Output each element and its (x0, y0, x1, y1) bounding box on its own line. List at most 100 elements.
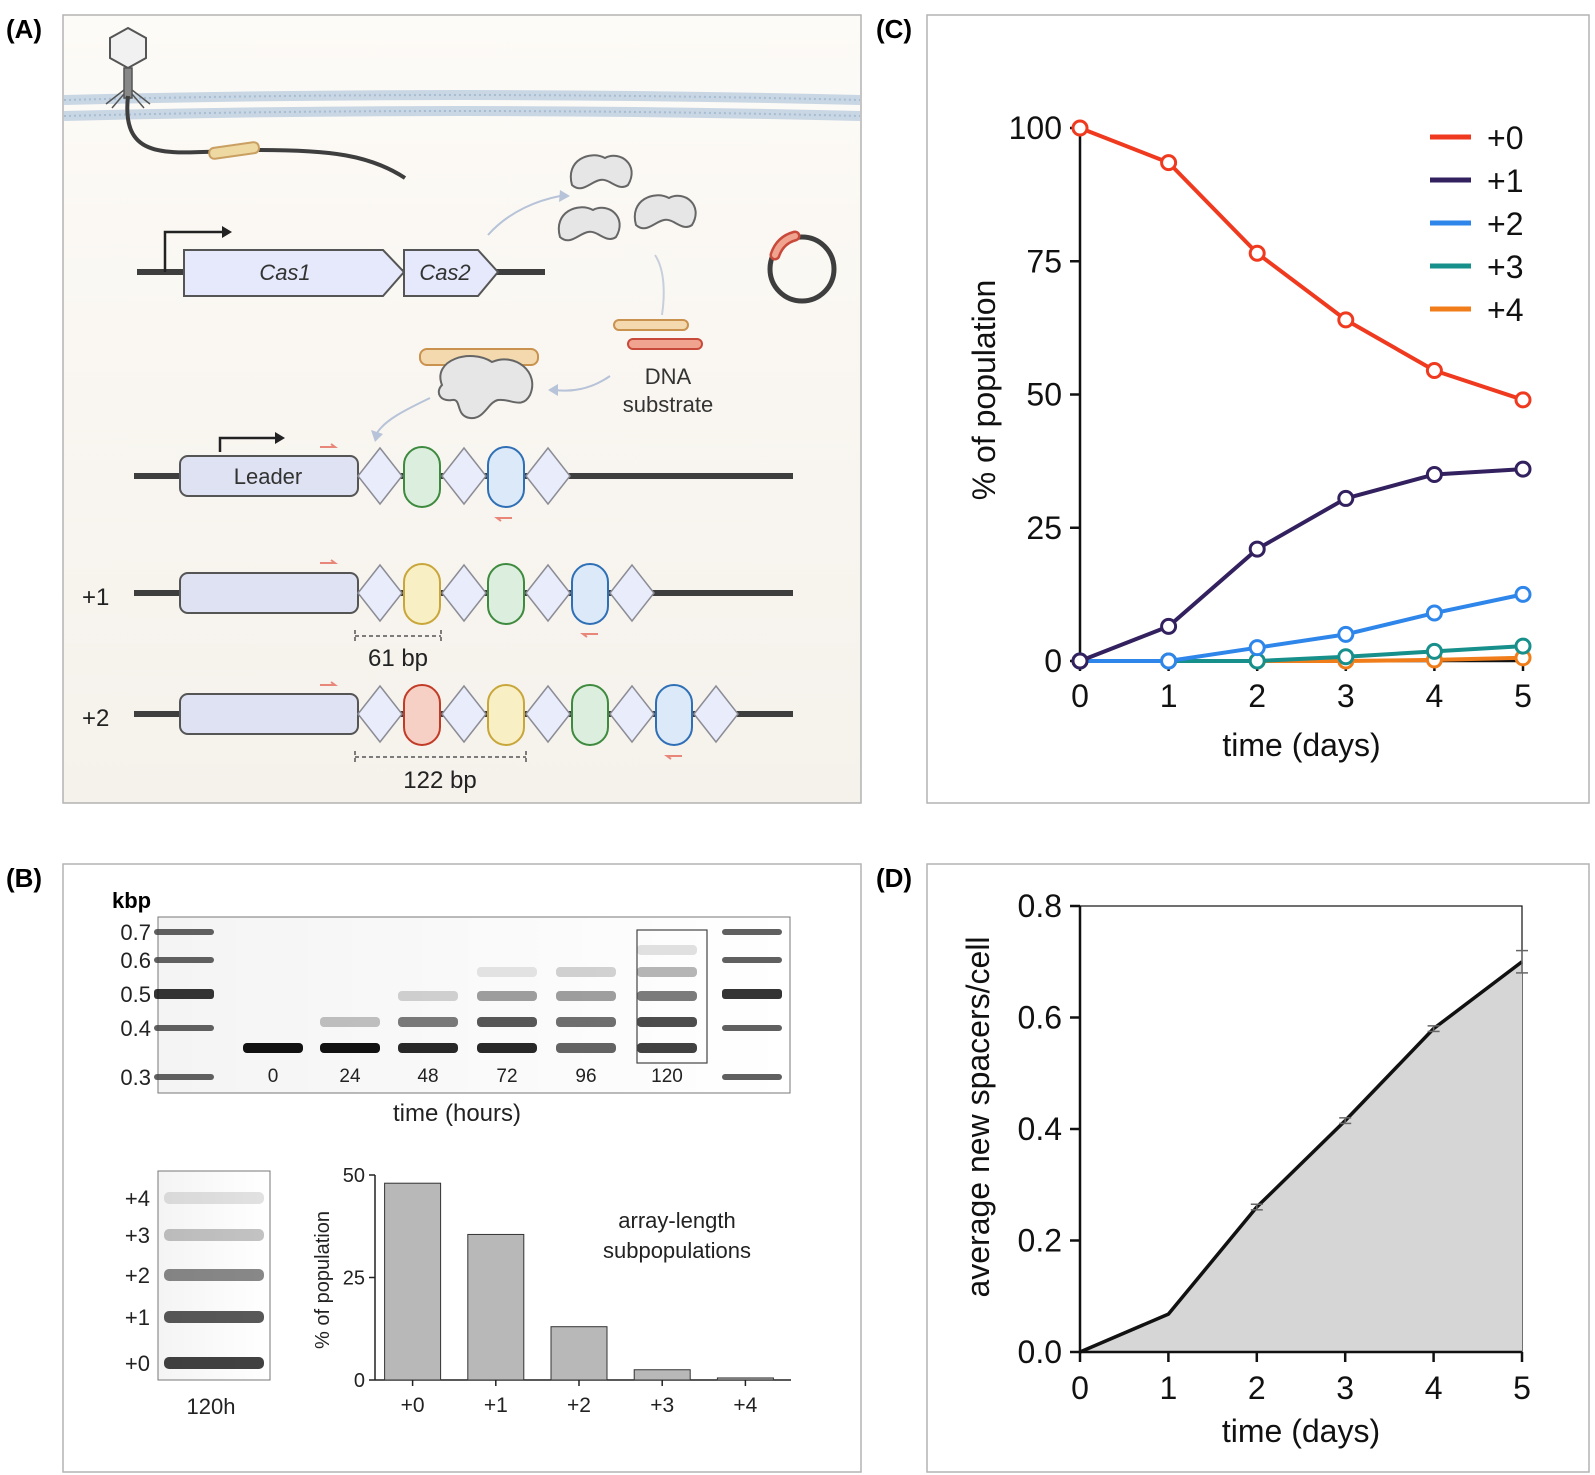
sample-band (637, 1017, 697, 1027)
ladder-band (154, 957, 214, 963)
primer-forward-icon (320, 681, 338, 686)
sample-band (556, 1043, 616, 1053)
area-x-tick-label: 5 (1513, 1370, 1531, 1406)
dna-substrate-label-line1: DNA (645, 364, 692, 389)
arrow-head (559, 190, 570, 202)
inset-bands (164, 1192, 264, 1369)
arrow-head (371, 430, 383, 442)
panel-a: (A) Cas1 Cas2 (6, 14, 862, 804)
phage-dna-strand (125, 95, 407, 180)
sample-band (398, 1043, 458, 1053)
line-point (1425, 642, 1443, 660)
legend-label: +3 (1487, 249, 1523, 285)
line-point (1514, 637, 1532, 655)
inset-band (164, 1311, 264, 1323)
gel-lane-label: 96 (575, 1066, 596, 1087)
crispr-array-parent: Leader (134, 432, 793, 522)
area-y-tick-label: 0.0 (1018, 1334, 1062, 1370)
arrow-connector (654, 254, 665, 316)
area-x-tick-label: 0 (1071, 1370, 1089, 1406)
ladder-band (154, 1074, 214, 1080)
line-point (1248, 540, 1266, 558)
panel-c-frame (926, 14, 1590, 804)
bar-chart-annotation-line2: subpopulations (603, 1238, 751, 1263)
dna-substrate-label-line2: substrate (623, 392, 714, 417)
sample-band (243, 1043, 303, 1053)
primer-reverse-icon (664, 755, 682, 760)
sample-band (477, 1043, 537, 1053)
integration-complex-icon (419, 348, 539, 420)
cas2-label: Cas2 (419, 260, 470, 285)
gel-lane-label: 72 (496, 1066, 517, 1087)
line-point (1160, 154, 1178, 172)
gel-lane-highlight-box (636, 929, 708, 1064)
primer-reverse-icon (580, 633, 598, 638)
line-point (1337, 311, 1355, 329)
line-series-plus0 (1079, 126, 1524, 402)
inset-band-labels: +4 +3 +2 +1 +0 (125, 1186, 150, 1376)
line-point (1514, 460, 1532, 478)
inset-band-label: +3 (125, 1223, 150, 1248)
cell-membrane (63, 90, 861, 121)
panel-d: (D) 0.0 0.2 0.4 0.6 0.8 0 1 2 3 4 5 time (days) aver… (876, 863, 1590, 1473)
cas1-gene (183, 249, 406, 297)
bp61-label: 61 bp (368, 645, 428, 672)
inset-caption: 120h (187, 1394, 236, 1419)
sample-band (637, 967, 697, 977)
line-series-plus2 (1080, 592, 1524, 663)
crispr-array-plus2: +2 122 bp (82, 681, 793, 794)
line-point (1071, 652, 1089, 670)
inset-band-label: +1 (125, 1305, 150, 1330)
gel-lane-label: 120 (651, 1066, 683, 1087)
line-point (1425, 604, 1443, 622)
bar (467, 1233, 525, 1381)
sample-band (556, 991, 616, 1001)
cas1-label: Cas1 (259, 260, 310, 285)
line-point (1337, 648, 1355, 666)
area-y-tick-label: 0.4 (1018, 1111, 1062, 1147)
line-point (1071, 119, 1089, 137)
ladder-band (154, 929, 214, 935)
line-series-plus1 (1079, 467, 1524, 663)
bar-chart-annotation-line1: array-length (618, 1208, 735, 1233)
ladder-band (722, 1025, 782, 1031)
sample-band (477, 967, 537, 977)
bp122-label: 122 bp (403, 767, 476, 794)
line-point (1160, 617, 1178, 635)
line-point (1425, 362, 1443, 380)
area-xlabel: time (days) (1222, 1413, 1380, 1449)
bar-x-tick-label: +1 (484, 1394, 508, 1417)
arrow-connector (554, 375, 611, 392)
sample-band (556, 967, 616, 977)
protospacer-segment (208, 141, 260, 160)
line-x-tick-label: 2 (1248, 678, 1266, 714)
arrow-connector (487, 195, 561, 236)
line-point (1514, 585, 1532, 603)
line-point (1248, 244, 1266, 262)
bar-x-tick-label: +0 (401, 1394, 425, 1417)
legend-label: +4 (1487, 292, 1523, 328)
row-plus1-label: +1 (82, 584, 109, 611)
line-ylabel: % of population (966, 280, 1002, 501)
bar-y-tick-label: 25 (343, 1268, 365, 1290)
gel-kbp-label: kbp (112, 888, 151, 913)
line-point (1514, 391, 1532, 409)
gel-bands (154, 929, 782, 1080)
gel-lane-label: 24 (339, 1066, 361, 1087)
sample-band (637, 945, 697, 955)
gel-lane-labels: 0 24 48 72 96 120 (268, 1066, 683, 1087)
bar (633, 1369, 691, 1381)
sample-band (398, 991, 458, 1001)
ladder-band (154, 989, 214, 999)
area-y-tick-label: 0.8 (1018, 888, 1062, 924)
line-x-tick-label: 3 (1337, 678, 1355, 714)
bar-chart: % of population array-length subpopulati… (312, 1165, 791, 1417)
sample-band (556, 1017, 616, 1027)
line-y-tick-label: 0 (1044, 643, 1062, 679)
line-y-tick-label: 75 (1026, 243, 1062, 279)
primer-forward-icon (320, 559, 338, 564)
line-point (1337, 625, 1355, 643)
bar-x-tick-label: +4 (733, 1394, 757, 1417)
legend-label: +2 (1487, 206, 1523, 242)
